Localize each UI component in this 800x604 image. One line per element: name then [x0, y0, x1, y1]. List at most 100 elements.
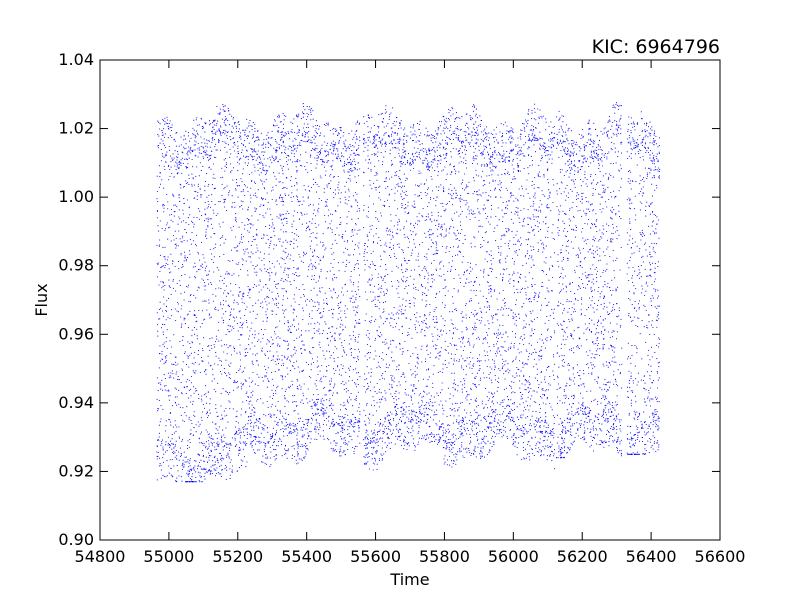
data-point [175, 161, 177, 163]
data-point [441, 389, 443, 391]
data-point [357, 322, 359, 324]
data-point [350, 281, 352, 283]
data-point [240, 178, 242, 180]
data-point [220, 339, 222, 341]
data-point [203, 460, 205, 462]
data-point [294, 346, 296, 348]
data-point [250, 419, 252, 421]
data-point [204, 220, 206, 222]
data-point [262, 424, 264, 426]
data-point [233, 317, 235, 319]
data-point [305, 126, 307, 129]
data-point [224, 170, 226, 172]
data-point [281, 421, 283, 423]
data-point [345, 150, 347, 152]
data-point [294, 352, 296, 354]
data-point [443, 265, 445, 267]
data-point [406, 442, 408, 444]
data-point [267, 442, 269, 444]
data-point [342, 451, 344, 453]
data-point [302, 196, 304, 198]
data-point [178, 268, 180, 270]
data-point [474, 148, 476, 150]
data-point [238, 447, 240, 449]
data-point [176, 166, 178, 168]
data-point [225, 427, 227, 429]
data-point [174, 387, 176, 389]
data-point [182, 468, 184, 470]
data-point [332, 448, 334, 450]
data-point [207, 447, 209, 449]
data-point [343, 388, 345, 391]
data-point [386, 245, 388, 247]
data-point [291, 161, 293, 163]
data-point [328, 182, 330, 184]
data-point [307, 420, 309, 422]
data-point [218, 140, 220, 142]
data-point [287, 386, 289, 388]
data-point [307, 171, 309, 173]
data-point [287, 148, 289, 150]
data-point [356, 421, 358, 424]
data-point [257, 364, 259, 366]
data-point [230, 308, 233, 310]
data-point [251, 415, 253, 417]
data-point [267, 367, 269, 369]
data-point [240, 238, 242, 240]
data-point [531, 160, 533, 162]
data-point [285, 449, 287, 451]
data-point [296, 434, 298, 436]
data-point [332, 143, 334, 145]
data-point [289, 385, 292, 387]
data-point [308, 189, 310, 192]
data-point [547, 389, 549, 391]
data-point [221, 441, 223, 443]
data-point [252, 136, 255, 138]
data-point [263, 436, 265, 438]
data-point [316, 413, 318, 415]
data-point [265, 457, 267, 459]
data-point [262, 169, 264, 171]
data-point [413, 269, 416, 271]
data-point [223, 434, 225, 436]
data-point [450, 444, 452, 446]
data-point [215, 433, 217, 435]
data-point [349, 163, 352, 165]
data-point [238, 262, 240, 264]
data-point [503, 297, 506, 300]
data-point [323, 302, 325, 304]
data-point [156, 190, 159, 193]
data-point [162, 446, 164, 448]
data-point [222, 176, 224, 178]
data-point [249, 194, 251, 196]
data-point [292, 215, 294, 217]
data-point [287, 373, 289, 375]
data-point [358, 430, 360, 432]
data-point [274, 303, 276, 305]
data-point [303, 251, 305, 253]
data-point [220, 304, 222, 306]
data-point [258, 284, 260, 286]
data-point [283, 119, 285, 121]
data-point [187, 473, 190, 475]
data-point [396, 311, 398, 313]
data-point [164, 121, 166, 123]
data-point [186, 386, 188, 388]
data-point [356, 372, 358, 374]
data-point [491, 263, 493, 265]
data-point [332, 313, 334, 315]
data-point [191, 481, 193, 483]
data-point [237, 454, 240, 456]
data-point [216, 105, 218, 108]
data-point [245, 399, 248, 402]
data-point [283, 435, 285, 437]
data-point [235, 263, 237, 265]
data-point [234, 439, 236, 441]
data-point [247, 230, 249, 232]
data-point [318, 422, 320, 425]
data-point [193, 411, 195, 413]
data-point [241, 152, 243, 154]
data-point [273, 172, 275, 174]
data-point [205, 393, 207, 395]
data-point [484, 429, 486, 431]
